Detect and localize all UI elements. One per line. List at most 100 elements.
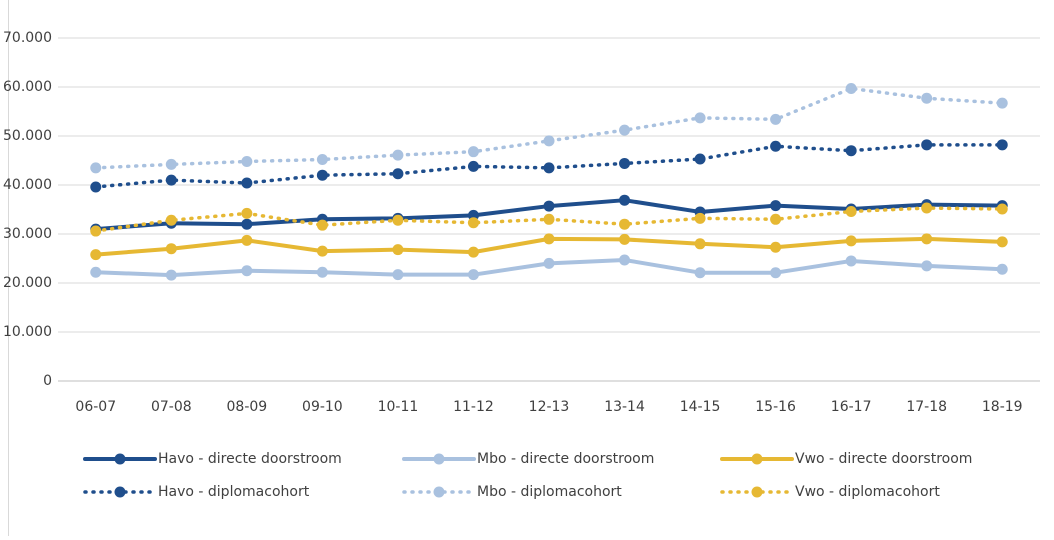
data-point	[770, 200, 781, 211]
x-tick-label: 06-07	[75, 399, 116, 415]
legend-marker	[434, 454, 445, 465]
x-tick-label: 14-15	[680, 399, 721, 415]
data-point	[846, 235, 857, 246]
legend-label: Mbo - directe doorstroom	[477, 451, 654, 467]
legend-marker	[752, 454, 763, 465]
y-tick-label: 0	[43, 373, 52, 389]
data-point	[619, 234, 630, 245]
x-tick-label: 13-14	[604, 399, 645, 415]
data-point	[392, 215, 403, 226]
data-point	[468, 146, 479, 157]
x-tick-label: 12-13	[529, 399, 570, 415]
data-point	[695, 154, 706, 165]
legend-label: Vwo - diplomacohort	[795, 484, 940, 500]
data-point	[544, 201, 555, 212]
data-point	[695, 267, 706, 278]
data-point	[921, 260, 932, 271]
y-tick-label: 20.000	[3, 275, 52, 291]
legend-marker	[434, 487, 445, 498]
data-point	[392, 244, 403, 255]
data-point	[392, 150, 403, 161]
data-point	[468, 217, 479, 228]
y-tick-label: 10.000	[3, 324, 52, 340]
y-tick-label: 50.000	[3, 128, 52, 144]
legend-label: Havo - diplomacohort	[158, 484, 310, 500]
data-point	[997, 139, 1008, 150]
data-point	[166, 243, 177, 254]
data-point	[241, 219, 252, 230]
data-point	[921, 233, 932, 244]
data-point	[317, 170, 328, 181]
data-point	[317, 246, 328, 257]
data-point	[241, 235, 252, 246]
data-point	[846, 83, 857, 94]
data-point	[846, 255, 857, 266]
data-point	[468, 247, 479, 258]
legend-marker	[115, 487, 126, 498]
data-point	[846, 145, 857, 156]
data-point	[241, 156, 252, 167]
data-point	[90, 226, 101, 237]
y-tick-label: 30.000	[3, 226, 52, 242]
data-point	[695, 112, 706, 123]
data-point	[241, 265, 252, 276]
x-tick-label: 11-12	[453, 399, 494, 415]
x-tick-label: 15-16	[755, 399, 796, 415]
legend-marker	[752, 487, 763, 498]
data-point	[619, 158, 630, 169]
y-tick-label: 60.000	[3, 79, 52, 95]
data-point	[392, 168, 403, 179]
data-point	[619, 219, 630, 230]
x-tick-label: 09-10	[302, 399, 343, 415]
data-point	[997, 236, 1008, 247]
x-tick-label: 16-17	[831, 399, 872, 415]
data-point	[997, 98, 1008, 109]
data-point	[770, 242, 781, 253]
data-point	[241, 208, 252, 219]
data-point	[544, 233, 555, 244]
data-point	[468, 161, 479, 172]
data-point	[846, 206, 857, 217]
legend-label: Vwo - directe doorstroom	[795, 451, 972, 467]
data-point	[619, 125, 630, 136]
data-point	[90, 267, 101, 278]
x-tick-label: 17-18	[906, 399, 947, 415]
data-point	[544, 214, 555, 225]
data-point	[619, 254, 630, 265]
data-point	[90, 162, 101, 173]
data-point	[317, 267, 328, 278]
legend-label: Havo - directe doorstroom	[158, 451, 342, 467]
data-point	[619, 195, 630, 206]
data-point	[90, 181, 101, 192]
data-point	[695, 213, 706, 224]
data-point	[544, 258, 555, 269]
data-point	[317, 154, 328, 165]
data-point	[166, 159, 177, 170]
data-point	[544, 135, 555, 146]
data-point	[770, 214, 781, 225]
data-point	[166, 215, 177, 226]
legend-marker	[115, 454, 126, 465]
data-point	[166, 270, 177, 281]
data-point	[997, 204, 1008, 215]
data-point	[544, 162, 555, 173]
data-point	[317, 220, 328, 231]
data-point	[921, 93, 932, 104]
y-tick-label: 70.000	[3, 30, 52, 46]
data-point	[921, 139, 932, 150]
data-point	[997, 264, 1008, 275]
data-point	[921, 203, 932, 214]
data-point	[695, 238, 706, 249]
x-tick-label: 18-19	[982, 399, 1023, 415]
legend-label: Mbo - diplomacohort	[477, 484, 622, 500]
data-point	[392, 269, 403, 280]
x-tick-label: 07-08	[151, 399, 192, 415]
data-point	[241, 178, 252, 189]
x-tick-label: 10-11	[378, 399, 419, 415]
data-point	[468, 269, 479, 280]
data-point	[166, 175, 177, 186]
data-point	[770, 114, 781, 125]
data-point	[770, 141, 781, 152]
y-tick-label: 40.000	[3, 177, 52, 193]
